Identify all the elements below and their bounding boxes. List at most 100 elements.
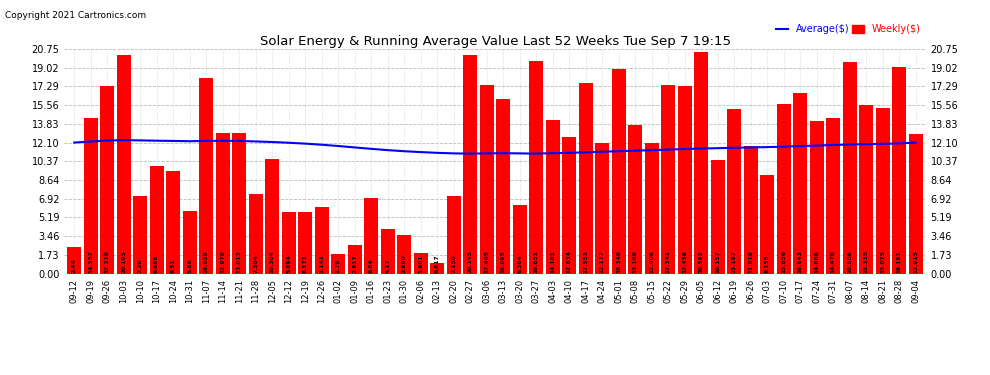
Bar [248, 194, 262, 274]
Bar [431, 263, 445, 274]
Text: 17.459: 17.459 [682, 250, 687, 273]
Bar [265, 159, 279, 274]
Text: 12.406: 12.406 [649, 250, 654, 273]
Text: 4.17: 4.17 [385, 258, 390, 273]
Bar [117, 55, 131, 274]
Bar [545, 120, 559, 274]
Legend: Average($), Weekly($): Average($), Weekly($) [776, 24, 921, 34]
Bar [199, 78, 213, 274]
Bar [827, 118, 841, 274]
Bar [644, 143, 658, 274]
Bar [496, 99, 510, 274]
Text: 13.013: 13.013 [237, 250, 242, 273]
Bar [166, 171, 180, 274]
Bar [347, 245, 361, 274]
Bar [909, 134, 923, 274]
Bar [134, 196, 148, 274]
Bar [810, 121, 824, 274]
Bar [743, 146, 757, 274]
Bar [777, 104, 791, 274]
Text: 10.157: 10.157 [715, 250, 721, 273]
Text: 6.171: 6.171 [303, 254, 308, 273]
Text: 7.304: 7.304 [253, 254, 258, 273]
Bar [298, 212, 312, 274]
Text: 19.506: 19.506 [847, 250, 852, 273]
Bar [332, 254, 346, 274]
Text: 1.901: 1.901 [418, 254, 424, 273]
Text: 5.694: 5.694 [286, 254, 291, 273]
Text: 14.181: 14.181 [550, 250, 555, 273]
Text: 14.006: 14.006 [814, 250, 820, 273]
Text: 1.79: 1.79 [336, 258, 341, 273]
Bar [876, 108, 890, 274]
Bar [480, 84, 494, 274]
Text: 16.095: 16.095 [501, 250, 506, 273]
Text: 13.166: 13.166 [633, 250, 638, 273]
Text: 6.84: 6.84 [368, 258, 374, 273]
Text: 9.986: 9.986 [154, 254, 159, 273]
Bar [463, 56, 477, 274]
Text: 14.470: 14.470 [831, 250, 836, 273]
Text: 15.335: 15.335 [863, 250, 869, 273]
Text: 12.978: 12.978 [220, 250, 226, 273]
Bar [216, 133, 230, 274]
Bar [595, 142, 609, 274]
Text: Copyright 2021 Cartronics.com: Copyright 2021 Cartronics.com [5, 11, 147, 20]
Bar [793, 93, 807, 274]
Bar [562, 137, 576, 274]
Bar [513, 206, 527, 274]
Bar [859, 105, 873, 274]
Bar [842, 62, 856, 274]
Bar [579, 84, 593, 274]
Text: 17.553: 17.553 [583, 250, 588, 273]
Bar [84, 118, 98, 274]
Text: 15.187: 15.187 [732, 250, 737, 273]
Bar [728, 109, 742, 274]
Bar [315, 207, 329, 274]
Text: 16.643: 16.643 [798, 250, 803, 273]
Text: 18.039: 18.039 [204, 250, 209, 273]
Bar [694, 52, 708, 274]
Bar [530, 61, 544, 274]
Bar [381, 228, 395, 274]
Text: 17.405: 17.405 [484, 250, 489, 273]
Text: 7.150: 7.150 [451, 254, 456, 273]
Text: 9.155: 9.155 [764, 254, 770, 273]
Bar [364, 198, 378, 274]
Text: 2.617: 2.617 [352, 254, 357, 273]
Bar [711, 160, 725, 274]
Bar [183, 211, 197, 274]
Bar [612, 69, 626, 274]
Text: 12.634: 12.634 [566, 250, 572, 273]
Text: 0.617: 0.617 [435, 254, 440, 273]
Text: 9.51: 9.51 [170, 258, 176, 273]
Text: 6.304: 6.304 [517, 254, 523, 273]
Text: 14.357: 14.357 [88, 250, 93, 273]
Bar [446, 196, 460, 274]
Text: 15.075: 15.075 [880, 250, 885, 273]
Text: 15.656: 15.656 [781, 250, 786, 273]
Bar [149, 165, 163, 274]
Bar [67, 247, 81, 274]
Text: 19.191: 19.191 [897, 250, 902, 273]
Text: 17.216: 17.216 [105, 250, 110, 273]
Text: 20.145: 20.145 [467, 250, 473, 273]
Bar [414, 253, 428, 274]
Text: 20.195: 20.195 [121, 250, 127, 273]
Bar [233, 133, 247, 274]
Bar [100, 87, 114, 274]
Text: 10.304: 10.304 [269, 250, 275, 273]
Text: 12.177: 12.177 [600, 250, 605, 273]
Text: 11.819: 11.819 [748, 250, 753, 273]
Bar [760, 174, 774, 274]
Text: 20.592: 20.592 [699, 250, 704, 273]
Text: 19.651: 19.651 [534, 250, 539, 273]
Bar [282, 212, 296, 274]
Text: 18.346: 18.346 [616, 250, 622, 273]
Bar [661, 84, 675, 274]
Text: 7.20: 7.20 [138, 258, 143, 273]
Text: 17.341: 17.341 [665, 250, 671, 273]
Text: 12.915: 12.915 [913, 250, 919, 273]
Text: 3.143: 3.143 [319, 254, 325, 273]
Bar [892, 67, 906, 274]
